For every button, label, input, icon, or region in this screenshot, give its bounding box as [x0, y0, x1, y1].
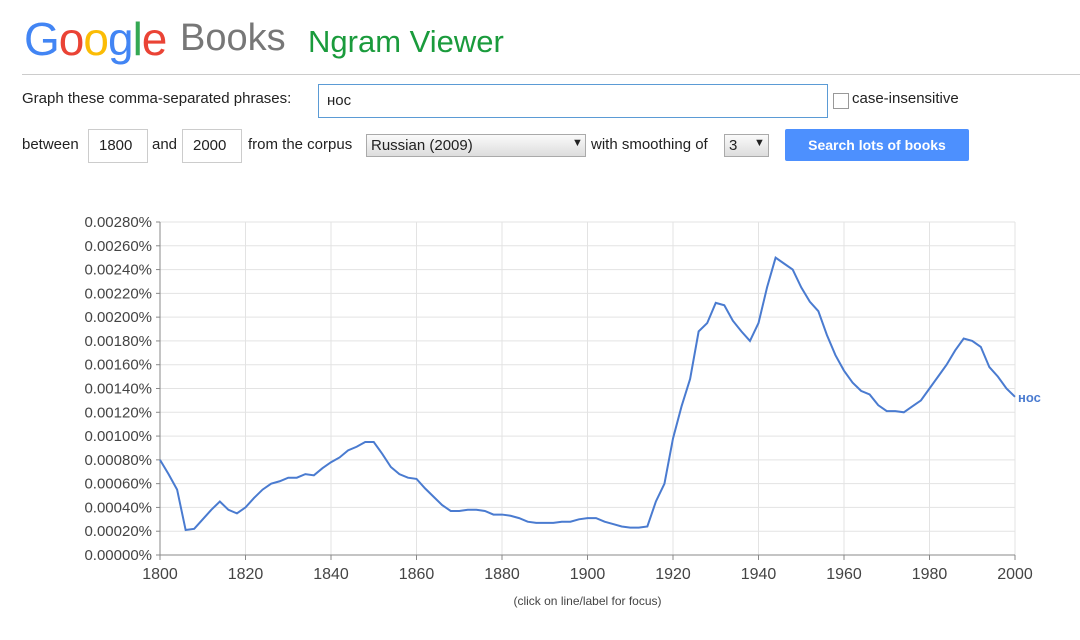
y-tick-label: 0.00140%: [84, 381, 152, 398]
logo: Google: [24, 13, 167, 65]
y-tick-label: 0.00080%: [84, 452, 152, 469]
dropdown-arrow: ▼: [572, 137, 583, 149]
x-tick-label: 1940: [741, 566, 777, 583]
x-tick-label: 1920: [655, 566, 691, 583]
y-tick-label: 0.00240%: [84, 262, 152, 279]
x-tick-label: 1960: [826, 566, 862, 583]
x-tick-label: 1900: [570, 566, 606, 583]
start-year[interactable]: 1800: [88, 129, 148, 163]
y-tick-label: 0.00020%: [84, 523, 152, 540]
x-tick-label: 1860: [399, 566, 435, 583]
product: Books: [180, 17, 286, 59]
corpus-label: from the corpus: [248, 136, 353, 153]
y-tick-label: 0.00180%: [84, 333, 152, 350]
title: Ngram Viewer: [308, 24, 504, 59]
dropdown-arrow: ▼: [754, 137, 765, 149]
y-tick-label: 0.00000%: [84, 547, 152, 564]
y-tick-label: 0.00220%: [84, 285, 152, 302]
y-tick-label: 0.00040%: [84, 499, 152, 516]
x-tick-label: 2000: [997, 566, 1033, 583]
phrases-label: Graph these comma-separated phrases:: [22, 90, 292, 107]
x-tick-label: 1880: [484, 566, 520, 583]
divider: [22, 74, 1080, 75]
x-tick-label: 1800: [142, 566, 178, 583]
smoothing-select[interactable]: 3: [724, 134, 769, 157]
y-tick-label: 0.00160%: [84, 357, 152, 374]
chart-note: (click on line/label for focus): [513, 594, 661, 608]
search-button[interactable]: Search lots of books: [785, 129, 969, 161]
x-tick-label: 1840: [313, 566, 349, 583]
phrases-input[interactable]: нос: [318, 84, 828, 118]
corpus-select[interactable]: Russian (2009): [366, 134, 586, 157]
case-label: case-insensitive: [852, 90, 959, 107]
chart: 0.00000% 0.00020% 0.00040% 0.00060% 0.00080%…: [84, 214, 1041, 608]
y-tick-label: 0.00280%: [84, 214, 152, 231]
smoothing-label: with smoothing of: [591, 136, 708, 153]
y-tick-label: 0.00060%: [84, 476, 152, 493]
x-tick-label: 1820: [228, 566, 264, 583]
y-tick-label: 0.00200%: [84, 309, 152, 326]
x-tick-label: 1980: [912, 566, 948, 583]
and-label: and: [152, 136, 178, 153]
series-label: нос: [1018, 390, 1041, 405]
end-year[interactable]: 2000: [182, 129, 242, 163]
y-tick-label: 0.00120%: [84, 404, 152, 421]
series-line: [159, 256, 1016, 532]
checkbox[interactable]: [833, 93, 849, 109]
y-tick-label: 0.00100%: [84, 428, 152, 445]
between-label: between: [22, 136, 79, 153]
y-tick-label: 0.00260%: [84, 238, 152, 255]
